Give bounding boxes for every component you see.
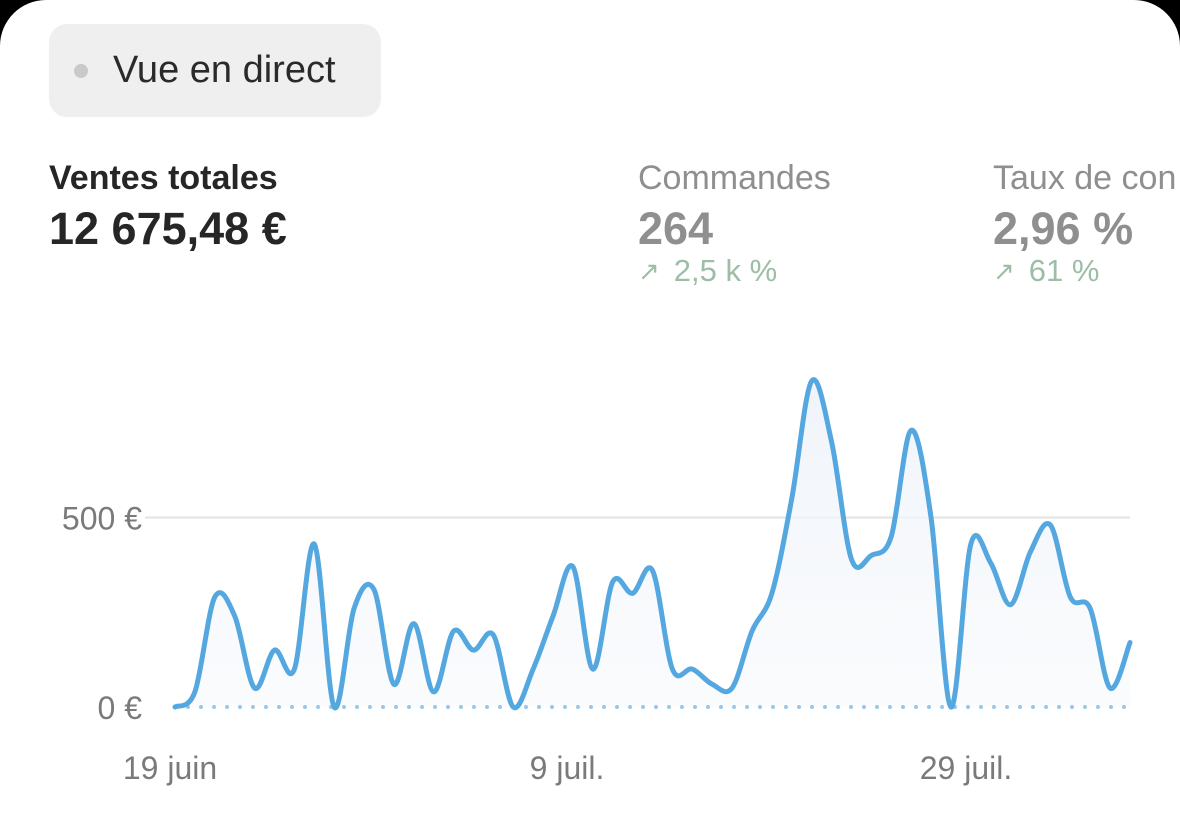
metric-change-value: 2,5 k %: [673, 253, 778, 288]
live-status-dot-icon: [74, 63, 88, 78]
area-fill: [175, 379, 1130, 708]
trend-up-arrow-icon: ↗: [638, 256, 660, 286]
x-tick-label: 19 juin: [123, 750, 217, 786]
x-tick-label: 29 juil.: [920, 750, 1013, 786]
sales-series-line: [172, 377, 1133, 711]
live-view-button[interactable]: Vue en direct: [49, 24, 381, 117]
metric-total-sales[interactable]: Ventes totales 12 675,48 €: [49, 157, 287, 256]
metric-value: 264: [638, 203, 714, 254]
metric-value: 2,96 %: [993, 203, 1134, 254]
metric-orders[interactable]: Commandes 264 ↗ 2,5 k %: [638, 157, 831, 289]
metric-label: Taux de con: [993, 159, 1177, 197]
metric-label: Commandes: [638, 159, 831, 197]
metric-value: 12 675,48 €: [49, 203, 287, 254]
metric-change: ↗ 2,5 k %: [638, 253, 831, 289]
live-view-label: Vue en direct: [113, 49, 336, 91]
metric-change-value: 61 %: [1028, 253, 1100, 288]
metric-label: Ventes totales: [49, 159, 278, 197]
x-tick-label: 9 juil.: [530, 750, 605, 786]
y-tick-label: 500 €: [62, 501, 142, 537]
trend-up-arrow-icon: ↗: [993, 256, 1015, 286]
metric-conversion-rate[interactable]: Taux de con 2,96 % ↗ 61 %: [993, 157, 1176, 289]
metric-change: ↗ 61 %: [993, 253, 1176, 289]
y-tick-label: 0 €: [98, 690, 143, 726]
